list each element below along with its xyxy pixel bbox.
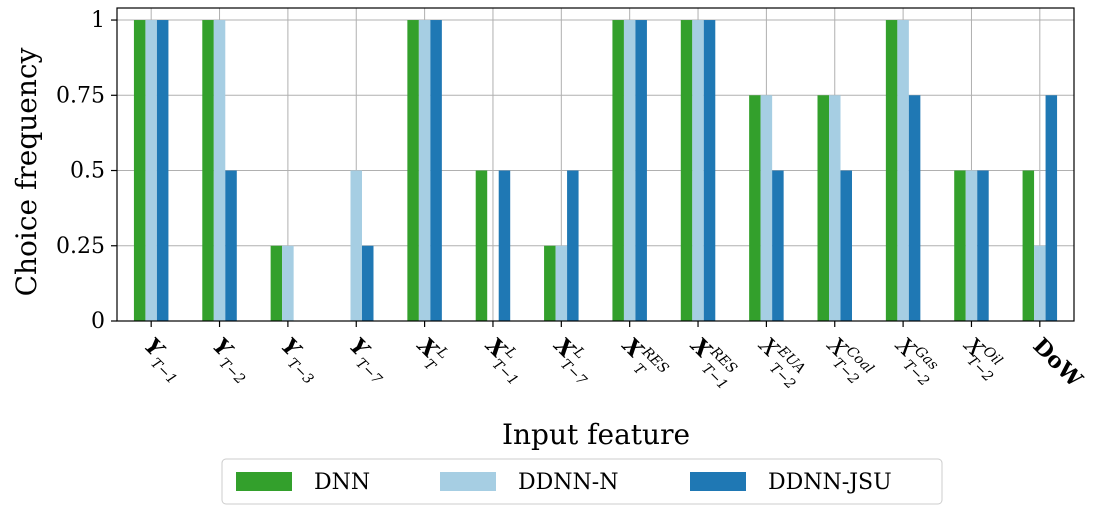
svg-text:XOilT−2: XOilT−2: [954, 330, 1009, 385]
svg-text:XREST: XREST: [612, 330, 672, 390]
x-tick-label: XEUAT−2: [748, 330, 811, 393]
bar-ddnn-jsu-6: [567, 170, 579, 321]
svg-text:XCoalT−2: XCoalT−2: [817, 330, 877, 390]
x-tick-label: XGasT−2: [885, 330, 945, 390]
svg-text:YT−2: YT−2: [204, 333, 259, 388]
legend-frame: [221, 458, 943, 505]
svg-text:XGasT−2: XGasT−2: [885, 330, 945, 390]
svg-text:DoW: DoW: [1028, 333, 1088, 393]
bar-dnn-1: [202, 20, 214, 321]
svg-text:XREST−1: XREST−1: [680, 330, 743, 393]
bar-dnn-4: [407, 20, 419, 321]
bar-dnn-5: [475, 170, 488, 321]
bar-dnn-7: [612, 20, 624, 321]
legend-label-dnn: DNN: [314, 470, 370, 495]
x-tick-label: YT−7: [340, 333, 395, 388]
bar-ddnn-n-9: [760, 95, 773, 321]
x-axis-label: Input feature: [502, 418, 690, 451]
svg-text:XLT: XLT: [407, 330, 452, 375]
bar-ddnn-jsu-5: [498, 170, 511, 321]
bar-ddnn-n-6: [555, 245, 568, 321]
x-tick-label: XCoalT−2: [817, 330, 877, 390]
bar-ddnn-n-0: [145, 20, 157, 321]
x-tick-label: XREST: [612, 330, 672, 390]
bar-ddnn-n-11: [897, 20, 909, 321]
legend: DNN DDNN-N DDNN-JSU: [221, 458, 943, 505]
x-tick-label: DoW: [1028, 333, 1088, 393]
x-tick-label: YT−2: [204, 333, 259, 388]
y-tick-label: 1: [91, 8, 105, 33]
bar-ddnn-jsu-11: [908, 95, 921, 321]
bar-dnn-11: [885, 20, 898, 321]
x-axis-ticks: YT−1 YT−2YT−3YT−7 XLT XLT−1XLT−7XRESTXREST−…: [135, 321, 1088, 393]
x-tick-label: YT−3: [272, 333, 327, 388]
legend-swatch-dnn: [236, 472, 292, 491]
bar-ddnn-n-8: [692, 20, 704, 321]
y-tick-label: 0.75: [56, 83, 105, 108]
x-tick-label: XLT−1: [475, 330, 534, 389]
bar-dnn-8: [680, 20, 693, 321]
legend-label-ddnn-jsu: DDNN-JSU: [768, 470, 892, 495]
legend-swatch-ddnn-jsu: [690, 472, 746, 491]
y-tick-label: 0.25: [56, 234, 105, 259]
bar-dnn-2: [270, 245, 283, 321]
y-tick-label: 0: [91, 309, 105, 334]
svg-text:YT−1: YT−1: [135, 333, 190, 388]
y-tick-label: 0.5: [70, 159, 105, 184]
legend-label-ddnn-n: DDNN-N: [518, 470, 618, 495]
bars: [133, 20, 1058, 321]
x-tick-label: XLT: [407, 330, 452, 375]
svg-text:XLT−1: XLT−1: [475, 330, 534, 389]
bar-ddnn-n-1: [213, 20, 226, 321]
bar-ddnn-jsu-8: [703, 20, 716, 321]
y-axis-ticks: 0 0.25 0.5 0.75 1: [56, 8, 117, 334]
bar-ddnn-n-12: [965, 170, 978, 321]
bar-ddnn-jsu-7: [635, 20, 647, 321]
bar-ddnn-jsu-12: [977, 170, 989, 321]
x-tick-label: XREST−1: [680, 330, 743, 393]
bar-ddnn-jsu-13: [1045, 95, 1058, 321]
bar-ddnn-n-3: [350, 170, 362, 321]
bar-dnn-0: [133, 20, 146, 321]
bar-ddnn-n-2: [282, 245, 294, 321]
bar-ddnn-jsu-1: [225, 170, 237, 321]
bar-ddnn-n-10: [829, 95, 841, 321]
svg-text:XEUAT−2: XEUAT−2: [748, 330, 811, 393]
bar-ddnn-n-13: [1034, 245, 1046, 321]
bar-ddnn-jsu-4: [430, 20, 442, 321]
bar-ddnn-n-4: [418, 20, 431, 321]
y-axis-label: Choice frequency: [10, 47, 43, 296]
plot-frame: [116, 7, 1075, 322]
bar-ddnn-jsu-0: [156, 20, 169, 321]
bar-dnn-12: [954, 170, 966, 321]
grid-lines: [117, 8, 1074, 322]
x-tick-label: YT−1: [135, 333, 190, 388]
svg-text:XLT−7: XLT−7: [543, 330, 602, 389]
svg-text:YT−3: YT−3: [272, 333, 327, 388]
bar-dnn-6: [544, 245, 556, 321]
x-tick-label: XOilT−2: [954, 330, 1009, 385]
svg-text:YT−7: YT−7: [340, 333, 395, 388]
bar-dnn-13: [1022, 170, 1035, 321]
bar-ddnn-jsu-10: [840, 170, 852, 321]
bar-ddnn-n-7: [623, 20, 636, 321]
bar-dnn-9: [749, 95, 761, 321]
bar-dnn-10: [817, 95, 829, 321]
legend-swatch-ddnn-n: [440, 472, 496, 491]
bar-ddnn-jsu-9: [772, 170, 784, 321]
bar-ddnn-jsu-3: [362, 245, 374, 321]
x-tick-label: XLT−7: [543, 330, 602, 389]
